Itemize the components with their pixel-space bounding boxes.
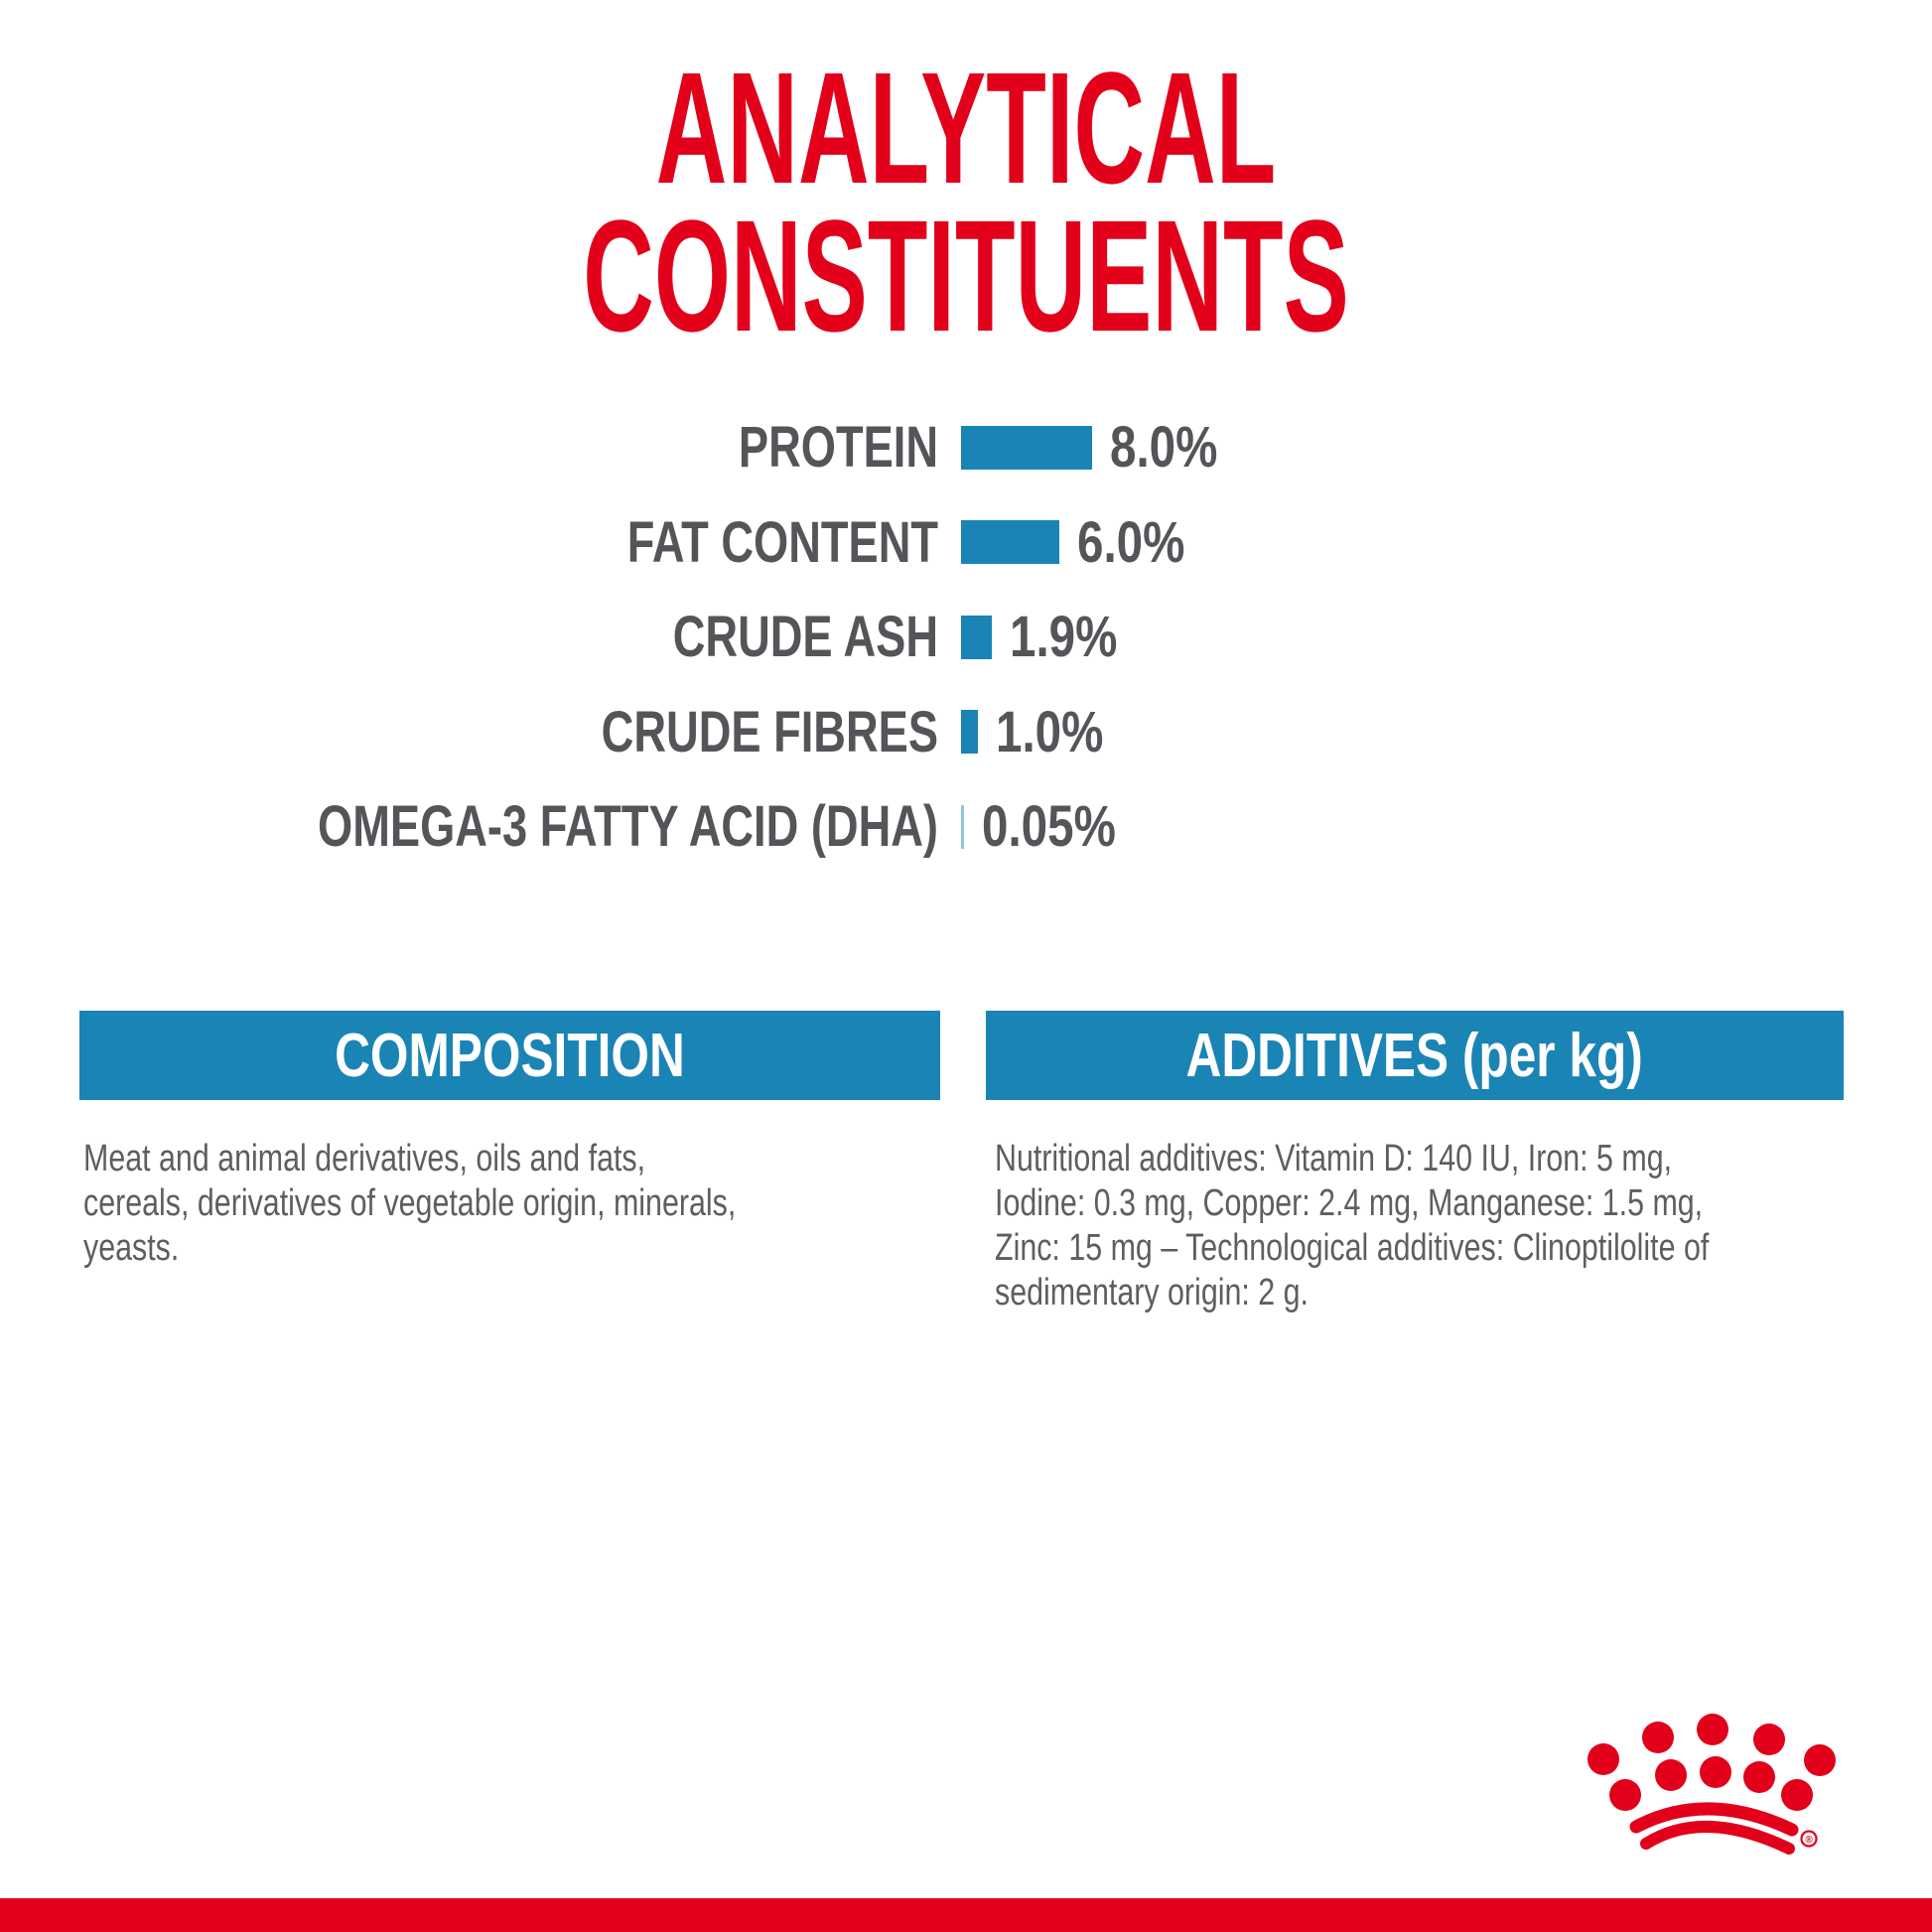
additives-line: Zinc: 15 mg – Technological additives: C… xyxy=(995,1227,1710,1269)
chart-category-label: FAT CONTENT xyxy=(626,509,938,575)
chart-bar xyxy=(961,710,978,755)
registered-mark-letter: ® xyxy=(1805,1835,1813,1846)
chart-row: OMEGA-3 FATTY ACID (DHA) 0.05% xyxy=(0,779,1932,875)
registered-trademark-icon: ® xyxy=(1800,1830,1818,1848)
composition-line: cereals, derivatives of vegetable origin… xyxy=(83,1182,737,1224)
chart-row: CRUDE ASH 1.9% xyxy=(0,590,1932,685)
chart-bar xyxy=(961,615,993,659)
chart-value-label: 8.0% xyxy=(1110,415,1218,481)
chart-value-label: 1.9% xyxy=(1010,605,1118,670)
additives-line: Nutritional additives: Vitamin D: 140 IU… xyxy=(995,1138,1673,1179)
chart-value-label: 6.0% xyxy=(1077,509,1185,575)
chart-row: PROTEIN 8.0% xyxy=(0,400,1932,495)
chart-category-label: CRUDE ASH xyxy=(672,605,938,670)
additives-section-header: ADDITIVES (per kg) xyxy=(986,1011,1844,1100)
page-title-line2: CONSTITUENTS xyxy=(583,187,1349,364)
chart-bar xyxy=(961,804,964,849)
composition-body-text: Meat and animal derivatives, oils and fa… xyxy=(83,1137,736,1271)
composition-line: Meat and animal derivatives, oils and fa… xyxy=(83,1138,646,1179)
composition-line: yeasts. xyxy=(83,1227,180,1269)
additives-line: sedimentary origin: 2 g. xyxy=(995,1272,1309,1313)
chart-bar xyxy=(961,425,1092,470)
additives-header-label: ADDITIVES (per kg) xyxy=(1185,1021,1644,1090)
chart-category-label: PROTEIN xyxy=(738,415,938,481)
chart-row: CRUDE FIBRES 1.0% xyxy=(0,685,1932,780)
chart-value-label: 0.05% xyxy=(982,794,1116,860)
additives-line: Iodine: 0.3 mg, Copper: 2.4 mg, Manganes… xyxy=(995,1182,1704,1224)
bottom-accent-bar xyxy=(0,1898,1932,1932)
additives-body-text: Nutritional additives: Vitamin D: 140 IU… xyxy=(995,1137,1709,1315)
chart-bar xyxy=(961,520,1059,565)
composition-section-header: COMPOSITION xyxy=(79,1011,940,1100)
royal-canin-crown-icon: ® xyxy=(1587,1714,1836,1855)
page-title-line1: ANALYTICAL xyxy=(655,39,1277,216)
composition-header-label: COMPOSITION xyxy=(335,1021,685,1090)
analytical-constituents-bar-chart: PROTEIN 8.0% FAT CONTENT 6.0% CRUDE ASH 1.9% C… xyxy=(0,400,1932,877)
chart-row: FAT CONTENT 6.0% xyxy=(0,495,1932,591)
chart-category-label: CRUDE FIBRES xyxy=(601,699,938,764)
chart-value-label: 1.0% xyxy=(995,699,1103,764)
page-title: ANALYTICAL CONSTITUENTS xyxy=(367,39,1566,364)
chart-category-label: OMEGA-3 FATTY ACID (DHA) xyxy=(318,794,938,860)
